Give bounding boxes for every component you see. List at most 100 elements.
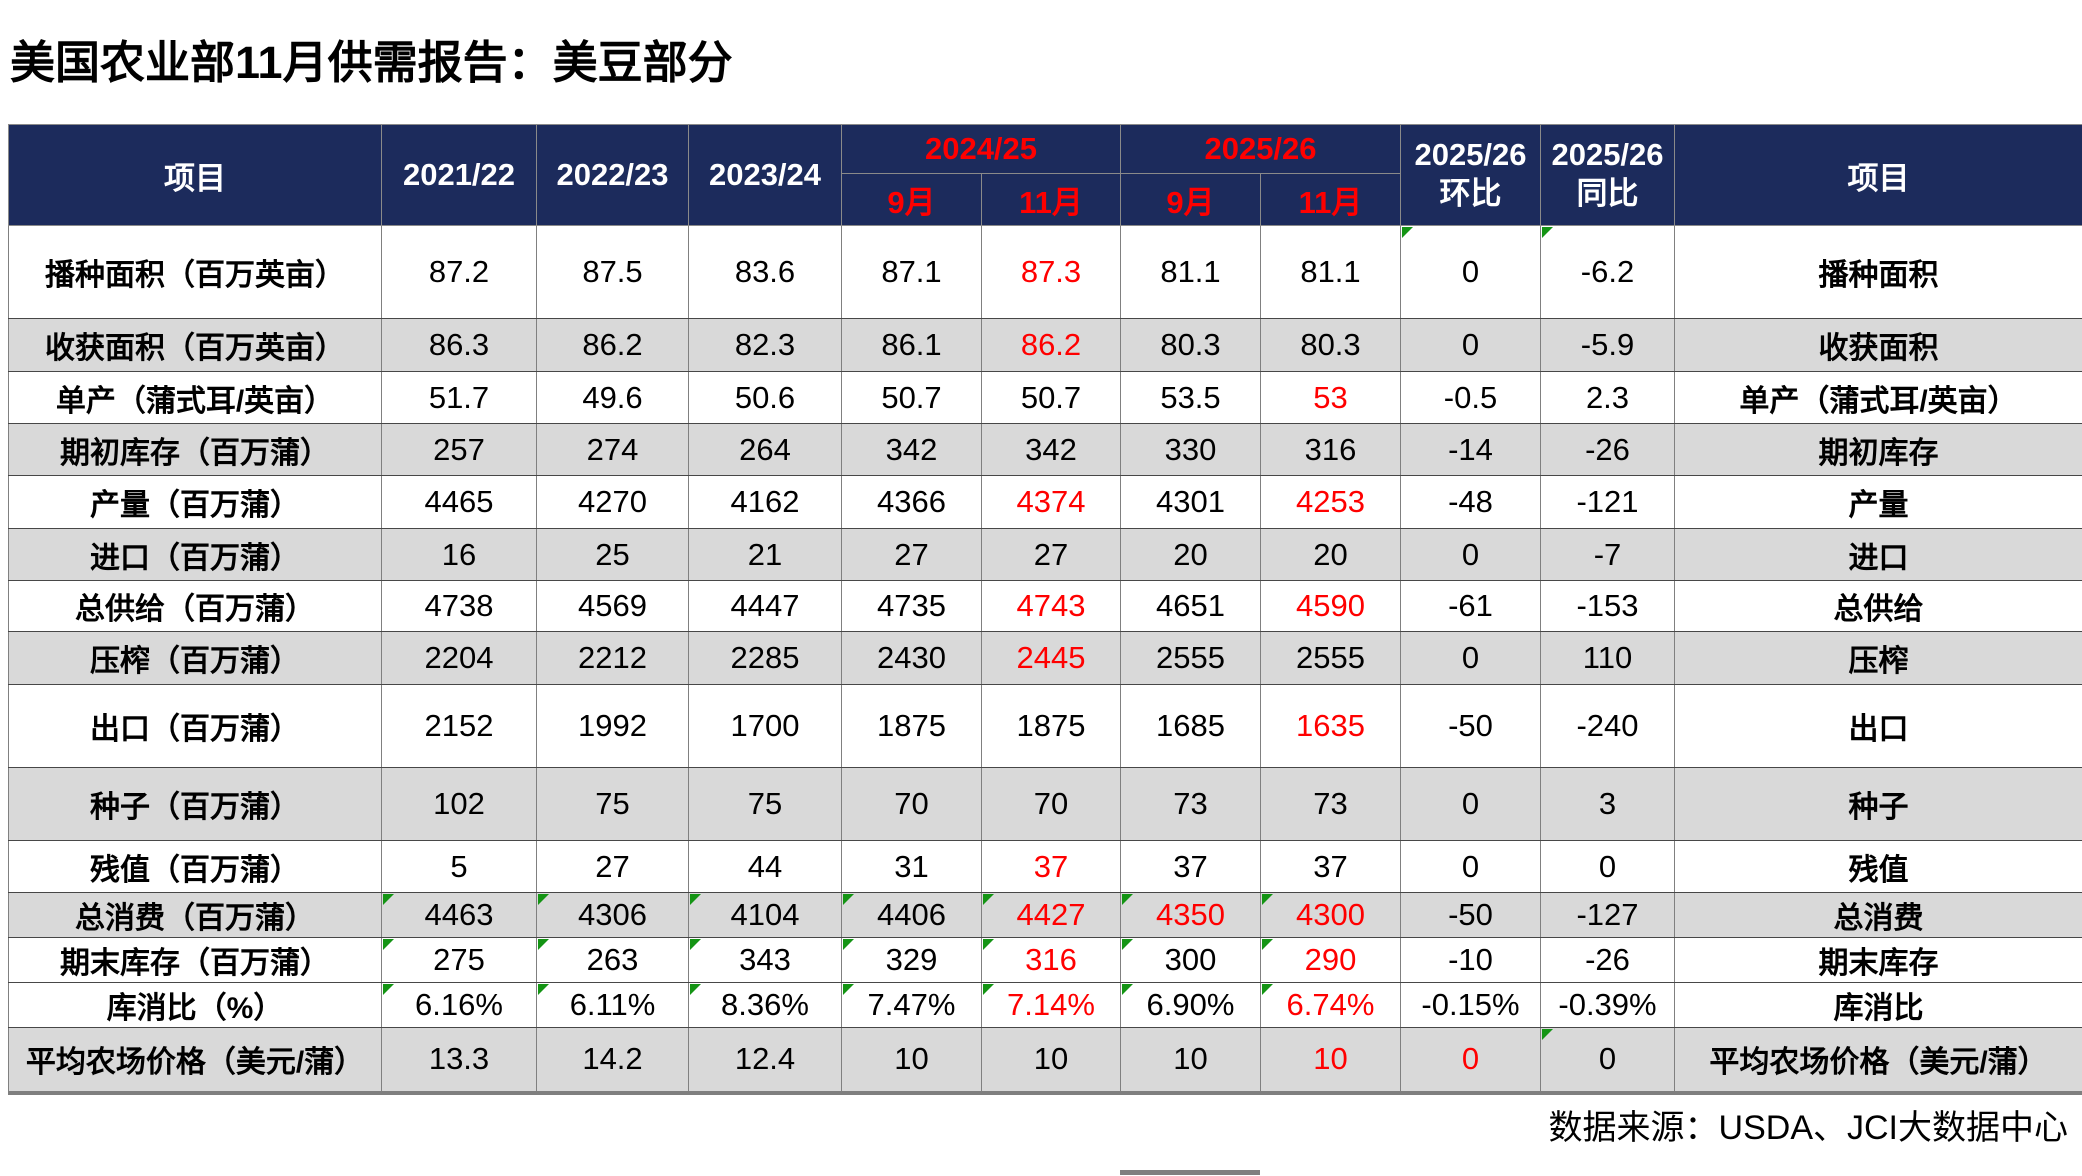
cell[interactable]: 4463 <box>381 892 537 938</box>
column-header-sep-2025[interactable]: 9月 <box>1120 173 1261 226</box>
cell[interactable]: 1700 <box>688 684 842 768</box>
row-label-right[interactable]: 收获面积 <box>1674 318 2082 372</box>
cell[interactable]: 4447 <box>688 580 842 632</box>
row-label-right[interactable]: 期末库存 <box>1674 937 2082 983</box>
cell[interactable]: -121 <box>1540 475 1675 529</box>
cell[interactable]: 0 <box>1540 1027 1675 1095</box>
cell[interactable]: 2445 <box>981 631 1121 685</box>
cell[interactable]: -127 <box>1540 892 1675 938</box>
row-label[interactable]: 单产（蒲式耳/英亩） <box>8 371 382 424</box>
cell[interactable]: 37 <box>981 840 1121 893</box>
row-label-right[interactable]: 进口 <box>1674 528 2082 581</box>
cell[interactable]: 87.3 <box>981 225 1121 319</box>
cell[interactable]: 50.6 <box>688 371 842 424</box>
column-group-2025-26[interactable]: 2025/26 <box>1120 124 1401 174</box>
cell[interactable]: 14.2 <box>536 1027 689 1095</box>
cell[interactable]: 81.1 <box>1120 225 1261 319</box>
cell[interactable]: 2285 <box>688 631 842 685</box>
cell[interactable]: 13.3 <box>381 1027 537 1095</box>
cell[interactable]: 290 <box>1260 937 1401 983</box>
cell[interactable]: 81.1 <box>1260 225 1401 319</box>
cell[interactable]: 31 <box>841 840 982 893</box>
row-label[interactable]: 收获面积（百万英亩） <box>8 318 382 372</box>
cell[interactable]: 4374 <box>981 475 1121 529</box>
cell[interactable]: 316 <box>981 937 1121 983</box>
cell[interactable]: 342 <box>981 423 1121 476</box>
row-label-right[interactable]: 期初库存 <box>1674 423 2082 476</box>
cell[interactable]: 50.7 <box>981 371 1121 424</box>
horizontal-scrollbar-thumb[interactable] <box>1120 1170 1260 1175</box>
cell[interactable]: 4306 <box>536 892 689 938</box>
cell[interactable]: -48 <box>1400 475 1541 529</box>
cell[interactable]: -14 <box>1400 423 1541 476</box>
cell[interactable]: -10 <box>1400 937 1541 983</box>
cell[interactable]: 0 <box>1400 1027 1541 1095</box>
row-label[interactable]: 产量（百万蒲） <box>8 475 382 529</box>
row-label[interactable]: 播种面积（百万英亩） <box>8 225 382 319</box>
cell[interactable]: 10 <box>841 1027 982 1095</box>
row-label-right[interactable]: 残值 <box>1674 840 2082 893</box>
cell[interactable]: 6.90% <box>1120 982 1261 1028</box>
cell[interactable]: 10 <box>1260 1027 1401 1095</box>
cell[interactable]: 75 <box>688 767 842 841</box>
row-label[interactable]: 期末库存（百万蒲） <box>8 937 382 983</box>
row-label-right[interactable]: 种子 <box>1674 767 2082 841</box>
cell[interactable]: 1875 <box>981 684 1121 768</box>
column-header-sep-2024[interactable]: 9月 <box>841 173 982 226</box>
cell[interactable]: 4427 <box>981 892 1121 938</box>
cell[interactable]: 4104 <box>688 892 842 938</box>
cell[interactable]: 0 <box>1400 528 1541 581</box>
row-label[interactable]: 期初库存（百万蒲） <box>8 423 382 476</box>
row-label[interactable]: 进口（百万蒲） <box>8 528 382 581</box>
row-label-right[interactable]: 总消费 <box>1674 892 2082 938</box>
cell[interactable]: 342 <box>841 423 982 476</box>
cell[interactable]: -0.39% <box>1540 982 1675 1028</box>
cell[interactable]: -7 <box>1540 528 1675 581</box>
column-group-2024-25[interactable]: 2024/25 <box>841 124 1121 174</box>
cell[interactable]: 4366 <box>841 475 982 529</box>
cell[interactable]: 70 <box>841 767 982 841</box>
cell[interactable]: 4300 <box>1260 892 1401 938</box>
cell[interactable]: 87.1 <box>841 225 982 319</box>
cell[interactable]: 4569 <box>536 580 689 632</box>
row-label[interactable]: 总供给（百万蒲） <box>8 580 382 632</box>
cell[interactable]: 20 <box>1120 528 1261 581</box>
cell[interactable]: 87.2 <box>381 225 537 319</box>
cell[interactable]: 87.5 <box>536 225 689 319</box>
cell[interactable]: 264 <box>688 423 842 476</box>
cell[interactable]: 80.3 <box>1120 318 1261 372</box>
cell[interactable]: 6.11% <box>536 982 689 1028</box>
row-label-right[interactable]: 单产（蒲式耳/英亩） <box>1674 371 2082 424</box>
cell[interactable]: 86.2 <box>536 318 689 372</box>
row-label-right[interactable]: 出口 <box>1674 684 2082 768</box>
cell[interactable]: 2555 <box>1260 631 1401 685</box>
cell[interactable]: 0 <box>1400 631 1541 685</box>
cell[interactable]: 274 <box>536 423 689 476</box>
cell[interactable]: 53 <box>1260 371 1401 424</box>
row-label-right[interactable]: 总供给 <box>1674 580 2082 632</box>
row-label-right[interactable]: 压榨 <box>1674 631 2082 685</box>
cell[interactable]: 21 <box>688 528 842 581</box>
cell[interactable]: 82.3 <box>688 318 842 372</box>
cell[interactable]: 80.3 <box>1260 318 1401 372</box>
cell[interactable]: 7.14% <box>981 982 1121 1028</box>
column-header-nov-2025[interactable]: 11月 <box>1260 173 1401 226</box>
column-header-yoy[interactable]: 2025/26 同比 <box>1540 124 1675 226</box>
cell[interactable]: 75 <box>536 767 689 841</box>
cell[interactable]: 44 <box>688 840 842 893</box>
cell[interactable]: 5 <box>381 840 537 893</box>
cell[interactable]: 2204 <box>381 631 537 685</box>
cell[interactable]: -6.2 <box>1540 225 1675 319</box>
cell[interactable]: 27 <box>841 528 982 581</box>
cell[interactable]: -26 <box>1540 423 1675 476</box>
cell[interactable]: 6.16% <box>381 982 537 1028</box>
cell[interactable]: 83.6 <box>688 225 842 319</box>
cell[interactable]: 0 <box>1400 318 1541 372</box>
cell[interactable]: 4253 <box>1260 475 1401 529</box>
row-label-right[interactable]: 库消比 <box>1674 982 2082 1028</box>
cell[interactable]: -0.5 <box>1400 371 1541 424</box>
cell[interactable]: 4301 <box>1120 475 1261 529</box>
row-label[interactable]: 出口（百万蒲） <box>8 684 382 768</box>
cell[interactable]: 329 <box>841 937 982 983</box>
cell[interactable]: 1685 <box>1120 684 1261 768</box>
